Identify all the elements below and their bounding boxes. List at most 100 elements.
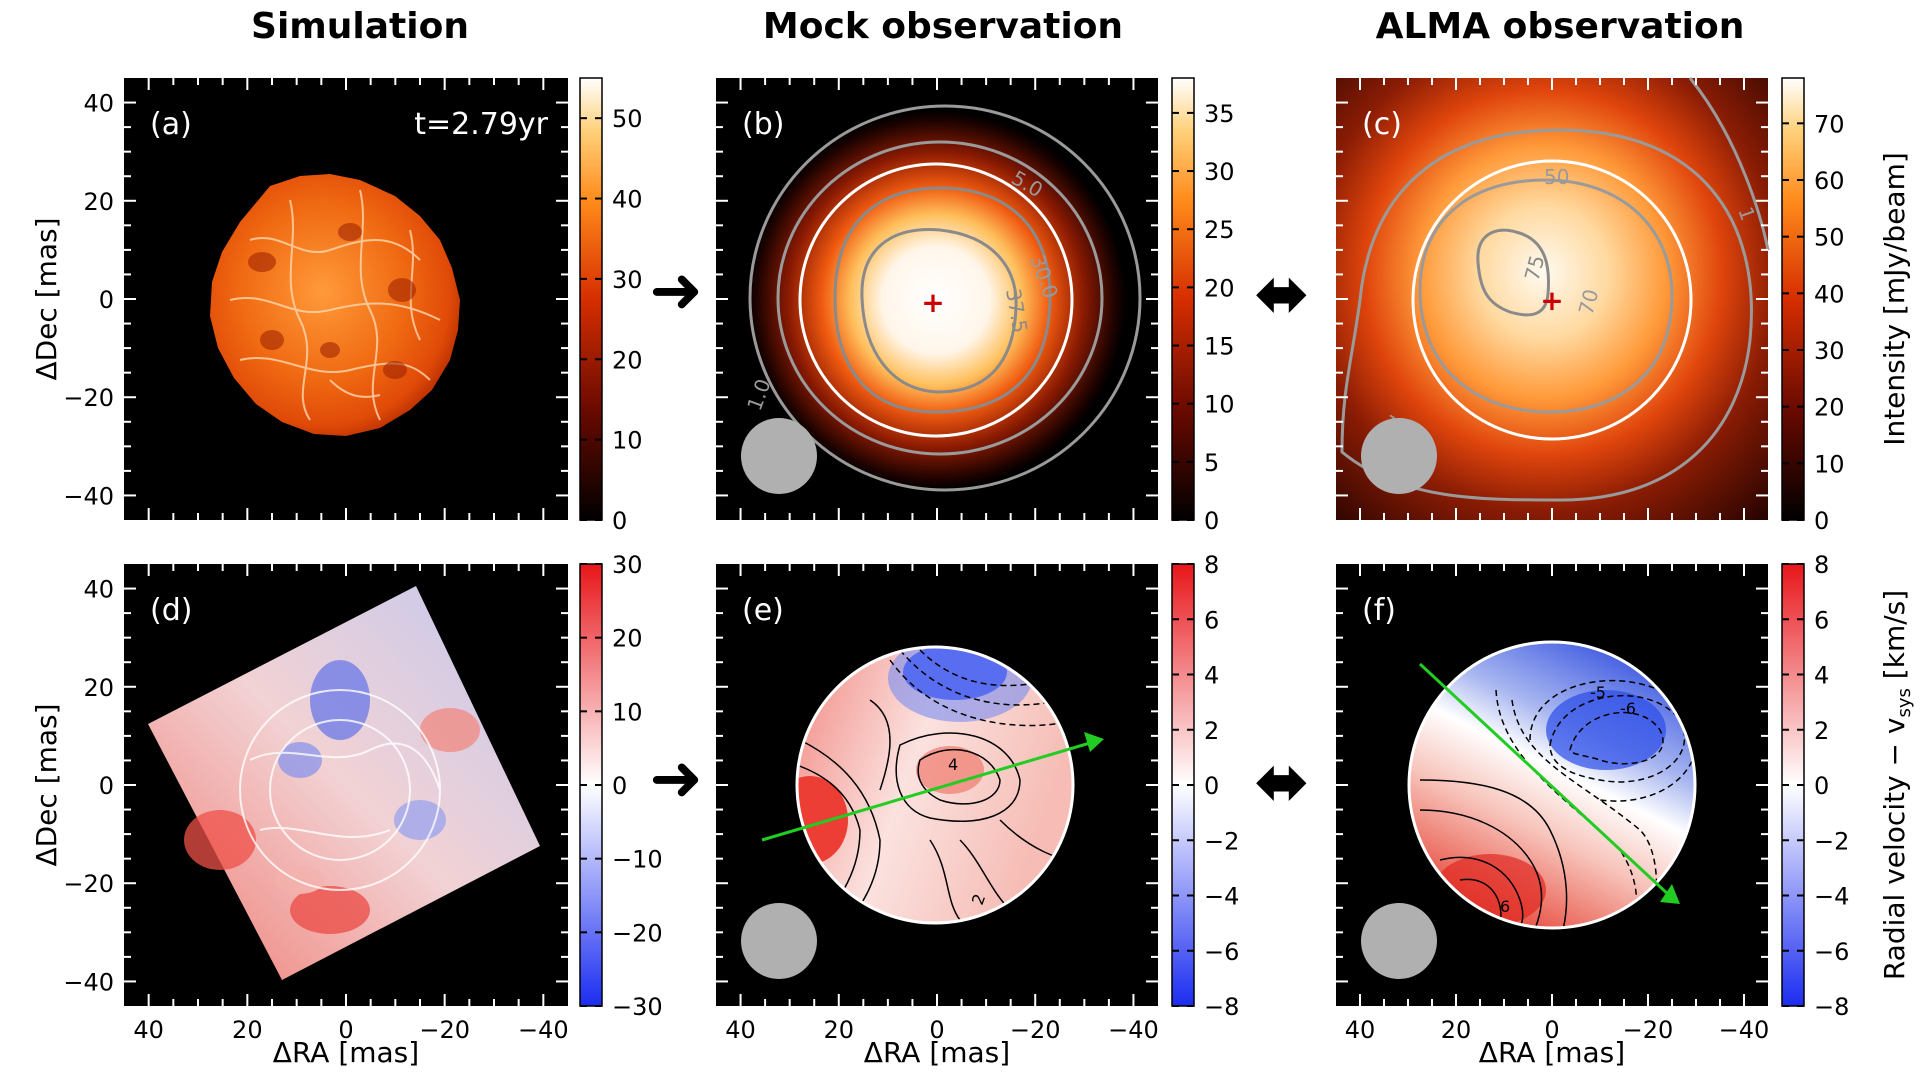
colorbar-tick-label: −8: [1814, 993, 1849, 1021]
xlabel-c: ΔRA [mas]: [1479, 1036, 1625, 1069]
column-title-simulation: Simulation: [251, 6, 469, 47]
panel-e: 4 2 (e): [716, 564, 1158, 1006]
colorbar-tick-label: 50: [612, 105, 643, 133]
tick-label-x: −40: [518, 1016, 569, 1044]
tick-label-y: 40: [83, 90, 114, 118]
column-title-alma: ALMA observation: [1376, 6, 1745, 47]
panel-c-center-marker: +: [1540, 284, 1563, 317]
xlabel-a: ΔRA [mas]: [273, 1036, 419, 1069]
panel-c-label: (c): [1362, 107, 1402, 142]
arrow-mock-vs-alma-bottom: ⬌: [1254, 743, 1309, 820]
arrow-simulation-to-mock-top: ➜: [649, 254, 703, 328]
colorbar-tick-label: −30: [612, 993, 663, 1021]
colorbar-tick-label: 5: [1204, 449, 1219, 477]
contour-c-1: [1688, 77, 1770, 251]
colorbar-tick-label: 0: [1204, 507, 1219, 535]
tick-label-y: −20: [63, 870, 114, 898]
panel-f-beam: [1361, 903, 1437, 979]
contour-c-10: [1340, 128, 1753, 502]
panel-e-label: (e): [742, 593, 784, 628]
colorbar-tick-label: 40: [1814, 280, 1845, 308]
colorbar-b: [1171, 77, 1195, 521]
panel-b-label: (b): [742, 107, 784, 142]
colorbar-tick-label: 10: [1204, 391, 1235, 419]
panel-c: 50 75 70 10 1 + (c): [1336, 77, 1770, 520]
colorbar-a: [579, 77, 603, 521]
colorbar-tick-label: 25: [1204, 216, 1235, 244]
colorbar-tick-label: 15: [1204, 333, 1235, 361]
colorbar-tick-label: 40: [612, 186, 643, 214]
column-title-mock: Mock observation: [763, 6, 1123, 47]
colorbar-tick-label: −2: [1204, 827, 1239, 855]
colorbar-tick-label: −6: [1814, 938, 1849, 966]
colorbar-tick-label: 20: [1204, 274, 1235, 302]
tick-label-y: −40: [63, 482, 114, 510]
colorbar-tick-label: −2: [1814, 827, 1849, 855]
svg-text:-5: -5: [1590, 683, 1606, 702]
colorbar-label-intensity: Intensity [mJy/beam]: [1878, 152, 1911, 446]
colorbar-tick-label: −4: [1814, 883, 1849, 911]
panel-d: (d): [124, 564, 568, 1006]
panel-e-axis-arrowhead: [1084, 732, 1104, 752]
panel-f-kinematic-axis: [1418, 662, 1672, 898]
panel-f-disk-edge: [1407, 640, 1697, 930]
colorbar-tick-label: 10: [612, 427, 643, 455]
tick-label-x: 20: [1441, 1016, 1472, 1044]
colorbar-tick-label: 30: [1204, 158, 1235, 186]
arrow-simulation-to-mock-bottom: ➜: [649, 742, 703, 816]
colorbar-tick-label: 4: [1204, 662, 1219, 690]
colorbar-tick-label: −10: [612, 846, 663, 874]
colorbar-tick-label: 35: [1204, 100, 1235, 128]
panel-d-label: (d): [150, 593, 192, 628]
velocity-label-sub: sys: [1894, 688, 1915, 717]
panel-c-beam: [1361, 418, 1437, 494]
colorbar-tick-label: −8: [1204, 993, 1239, 1021]
colorbar-tick-label: 0: [1814, 507, 1829, 535]
colorbar-tick-label: 50: [1814, 224, 1845, 252]
svg-text:4: 4: [948, 755, 958, 774]
contour-label-c-50: 50: [1544, 165, 1569, 189]
panel-e-beam: [741, 903, 817, 979]
tick-label-x: −20: [1623, 1016, 1674, 1044]
panel-b-beam: [741, 418, 817, 494]
tick-label-x: 0: [338, 1016, 353, 1044]
colorbar-tick-label: 30: [612, 551, 643, 579]
tick-label-y: 20: [83, 188, 114, 216]
panel-d-structure: [184, 660, 480, 934]
colorbar-tick-label: 70: [1814, 110, 1845, 138]
tick-label-x: 0: [929, 1016, 944, 1044]
tick-label-x: −40: [1719, 1016, 1770, 1044]
tick-label-x: 40: [1345, 1016, 1376, 1044]
arrow-mock-vs-alma-top: ⬌: [1254, 255, 1309, 332]
ylabel-top: ΔDec [mas]: [30, 217, 63, 380]
tick-label-y: 20: [83, 674, 114, 702]
colorbar-tick-label: 10: [1814, 450, 1845, 478]
panel-b: 5.0 30.0 37.5 1.0 + (b): [716, 78, 1158, 520]
tick-label-y: 0: [99, 286, 114, 314]
tick-label-x: −20: [1010, 1016, 1061, 1044]
velocity-label-unit: [km/s]: [1878, 590, 1911, 688]
panel-b-center-marker: +: [921, 286, 944, 319]
tick-label-x: 20: [232, 1016, 263, 1044]
tick-label-x: −20: [419, 1016, 470, 1044]
colorbar-tick-label: 4: [1814, 662, 1829, 690]
colorbar-tick-label: 20: [612, 625, 643, 653]
velocity-label-main: Radial velocity − v: [1878, 718, 1911, 981]
colorbar-tick-label: 8: [1204, 551, 1219, 579]
contour-b-37.5: [860, 228, 1018, 394]
colorbar-tick-label: 20: [612, 346, 643, 374]
tick-label-x: 40: [133, 1016, 164, 1044]
panel-f: -5 -6 6 (f): [1336, 564, 1768, 1006]
contour-b-5: [776, 140, 1104, 456]
panel-e-kinematic-axis: [761, 738, 1101, 842]
svg-text:-6: -6: [1620, 699, 1636, 718]
colorbar-tick-label: 0: [1814, 772, 1829, 800]
panel-d-velocity-map: [148, 586, 540, 980]
colorbar-tick-label: 30: [612, 266, 643, 294]
colorbar-tick-label: 60: [1814, 167, 1845, 195]
panel-c-white-ring: [1411, 159, 1693, 441]
ylabel-bottom: ΔDec [mas]: [30, 703, 63, 866]
tick-label-x: −40: [1108, 1016, 1159, 1044]
contour-b-30: [833, 186, 1052, 414]
